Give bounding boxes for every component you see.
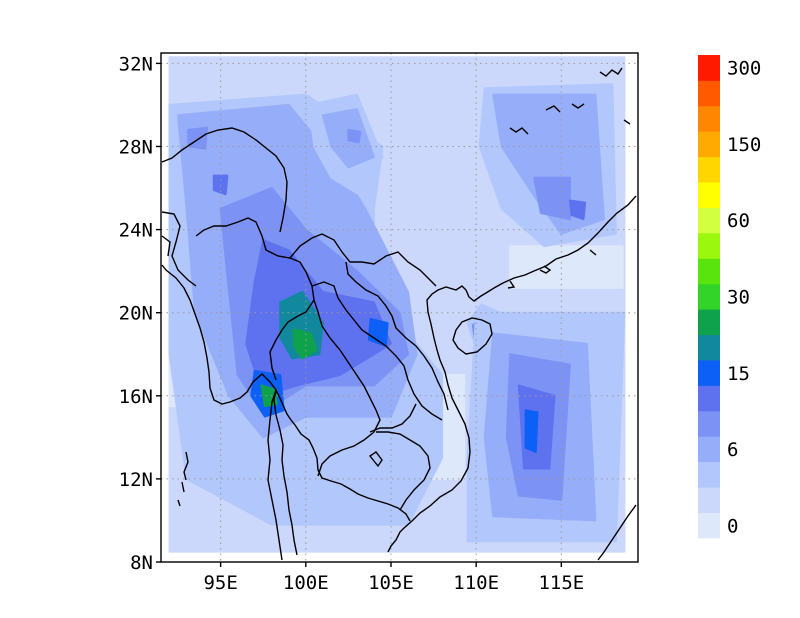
lon-tick-label: 100E — [283, 572, 329, 594]
precip-region-20 — [533, 176, 571, 221]
colorbar-swatch — [698, 309, 720, 336]
lat-tick-label: 20N — [119, 303, 153, 325]
border-cambodia-vietnam — [376, 431, 431, 511]
border-bangladesh — [161, 235, 171, 257]
coastline-myanmar-north — [161, 127, 288, 233]
lon-tick-label: 105E — [368, 572, 414, 594]
coastline-southeast-china-inlets — [507, 249, 597, 289]
colorbar-swatch — [698, 385, 720, 412]
coastlines-and-borders — [161, 67, 637, 561]
colorbar: 0 6 15 30 60 150 300 — [698, 55, 761, 539]
coastline-peninsula-west — [267, 389, 283, 561]
plot-area: 8N 12N 16N 20N 24N 28N 32N 95E 100E 105E 110E 115E — [119, 52, 639, 594]
colorbar-swatch — [698, 156, 720, 183]
lon-tick-label: 115E — [538, 572, 584, 594]
colorbar-label: 60 — [727, 210, 750, 232]
border-myanmar-thailand — [195, 217, 315, 381]
tonle-sap — [368, 451, 383, 468]
colorbar-swatch — [698, 334, 720, 361]
colorbar-label: 6 — [727, 439, 738, 461]
gridlines — [161, 53, 638, 562]
axis-ticks: 8N 12N 16N 20N 24N 28N 32N 95E 100E 105E 110E 115E — [119, 53, 585, 594]
lon-tick-label: 95E — [203, 572, 237, 594]
colorbar-label: 15 — [727, 363, 750, 385]
colorbar-swatch — [698, 105, 720, 132]
colorbar-swatch — [698, 232, 720, 259]
colorbar-swatch — [698, 207, 720, 234]
colorbar-swatch — [698, 283, 720, 310]
lat-tick-label: 32N — [119, 53, 153, 75]
precip-region-9 — [292, 328, 317, 360]
colorbar-swatch — [698, 487, 720, 513]
colorbar-swatch — [698, 360, 720, 386]
border-thailand-cambodia — [313, 299, 381, 477]
lakes-yangtze — [509, 67, 631, 135]
colorbar-swatch — [698, 131, 720, 158]
precip-region-15 — [347, 128, 362, 144]
coastline-gulf-of-thailand — [273, 387, 411, 556]
colorbar-swatch — [698, 258, 720, 285]
coastline-borneo — [597, 504, 637, 561]
lat-tick-label: 16N — [119, 386, 153, 408]
andaman-islands — [177, 451, 189, 507]
coastline-mainland — [387, 195, 637, 553]
coastline-andaman-sea — [161, 264, 277, 405]
colorbar-swatch — [698, 80, 720, 107]
border-cambodia-laos — [369, 403, 417, 433]
precip-region-28 — [524, 409, 539, 453]
precip-region-16 — [187, 126, 208, 150]
colorbar-label: 30 — [727, 287, 750, 309]
colorbar-swatch — [698, 512, 720, 539]
lon-tick-label: 110E — [453, 572, 499, 594]
border-laos-vietnam — [345, 261, 449, 411]
colorbar-swatch — [698, 182, 720, 208]
border-myanmar-india — [161, 211, 197, 287]
colorbar-swatch — [698, 55, 720, 81]
colorbar-swatch — [698, 410, 720, 437]
border-china-laos-vietnam — [289, 233, 437, 287]
colorbar-label: 150 — [727, 134, 761, 156]
lat-tick-label: 12N — [119, 469, 153, 491]
border-thailand-laos — [311, 281, 443, 421]
colorbar-label: 300 — [727, 58, 761, 80]
precip-region-1 — [509, 245, 624, 289]
precipitation-fill-layer — [168, 56, 626, 553]
plot-frame — [160, 52, 639, 563]
lat-tick-label: 28N — [119, 136, 153, 158]
lat-tick-label: 8N — [130, 552, 153, 574]
colorbar-swatch — [698, 436, 720, 463]
colorbar-swatch — [698, 461, 720, 488]
coastline-hainan — [452, 317, 493, 355]
lat-tick-label: 24N — [119, 220, 153, 242]
colorbar-label: 0 — [727, 515, 738, 537]
precip-region-21 — [568, 199, 587, 221]
precip-region-17 — [212, 174, 229, 196]
